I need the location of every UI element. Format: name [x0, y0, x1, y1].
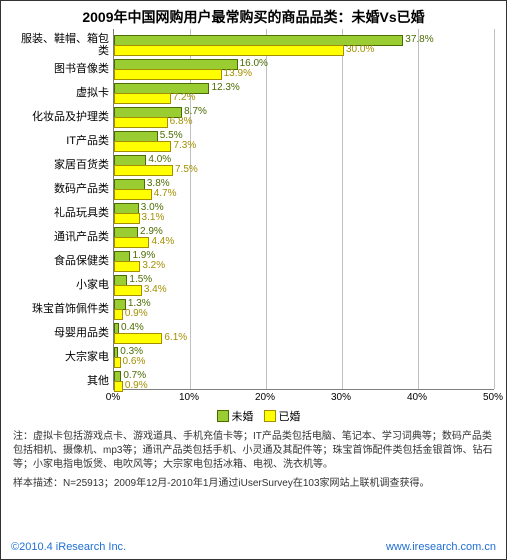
bar-value-label: 0.4% — [121, 323, 144, 333]
gridline — [494, 29, 495, 389]
category-label: 通讯产品类 — [11, 231, 109, 243]
x-tick-label: 20% — [255, 392, 275, 403]
bar-value-label: 3.2% — [142, 261, 165, 271]
category-label: 图书音像类 — [11, 63, 109, 75]
bar-value-label: 6.1% — [164, 333, 187, 343]
x-tick-label: 10% — [179, 392, 199, 403]
bar-已婚 — [114, 189, 152, 200]
gridline — [266, 29, 267, 389]
sample-text: 样本描述：N=25913；2009年12月-2010年1月通过iUserSurv… — [1, 474, 506, 493]
bar-value-label: 3.4% — [144, 285, 167, 295]
gridline — [342, 29, 343, 389]
bar-value-label: 6.8% — [170, 117, 193, 127]
bar-已婚 — [114, 69, 222, 80]
category-label: 礼品玩具类 — [11, 207, 109, 219]
legend-swatch — [264, 410, 276, 422]
category-label: 大宗家电 — [11, 351, 109, 363]
legend-swatch — [217, 410, 229, 422]
category-label: 家居百货类 — [11, 159, 109, 171]
chart-title: 2009年中国网购用户最常购买的商品品类：未婚Vs已婚 — [1, 1, 506, 29]
bar-value-label: 0.9% — [125, 309, 148, 319]
category-labels: 服装、鞋帽、箱包类图书音像类虚拟卡化妆品及护理类 IT产品类家居百货类数码产品类礼… — [9, 29, 113, 389]
category-label: 珠宝首饰佩件类 — [11, 303, 109, 315]
bar-value-label: 13.9% — [224, 69, 252, 79]
notes-text: 注：虚拟卡包括游戏点卡、游戏道具、手机充值卡等；IT产品类包括电脑、笔记本、学习… — [1, 424, 506, 474]
bar-已婚 — [114, 165, 173, 176]
bar-已婚 — [114, 285, 142, 296]
bar-已婚 — [114, 333, 162, 344]
footer-left: ©2010.4 iResearch Inc. — [11, 541, 126, 553]
chart-frame: 2009年中国网购用户最常购买的商品品类：未婚Vs已婚 服装、鞋帽、箱包类图书音… — [0, 0, 507, 560]
category-label: 其他 — [11, 375, 109, 387]
x-tick-label: 50% — [483, 392, 503, 403]
gridline — [418, 29, 419, 389]
x-tick-label: 0% — [106, 392, 120, 403]
category-label: 服装、鞋帽、箱包类 — [11, 33, 109, 57]
category-label: 虚拟卡 — [11, 87, 109, 99]
category-label: 母婴用品类 — [11, 327, 109, 339]
legend-label: 已婚 — [279, 411, 301, 423]
category-label: 数码产品类 — [11, 183, 109, 195]
bar-已婚 — [114, 357, 121, 368]
bar-已婚 — [114, 213, 140, 224]
bar-value-label: 12.3% — [211, 83, 239, 93]
plot-area: 37.8%30.0%16.0%13.9%12.3%7.2%8.7%6.8%5.5… — [113, 29, 494, 390]
category-label: 化妆品及护理类 — [11, 111, 109, 123]
bar-已婚 — [114, 141, 171, 152]
legend: 未婚 已婚 — [9, 404, 498, 424]
x-tick-label: 40% — [407, 392, 427, 403]
category-label: 小家电 — [11, 279, 109, 291]
bar-value-label: 7.2% — [173, 93, 196, 103]
bar-已婚 — [114, 261, 140, 272]
bar-value-label: 30.0% — [346, 45, 374, 55]
category-label: IT产品类 — [11, 135, 109, 147]
bar-value-label: 7.5% — [175, 165, 198, 175]
bar-已婚 — [114, 237, 149, 248]
bar-value-label: 4.7% — [154, 189, 177, 199]
bar-value-label: 0.6% — [123, 357, 146, 367]
legend-label: 未婚 — [232, 411, 254, 423]
bar-value-label: 3.1% — [142, 213, 165, 223]
bar-已婚 — [114, 93, 171, 104]
x-axis-ticks: 0%10%20%30%40%50% — [113, 390, 493, 404]
bar-已婚 — [114, 117, 168, 128]
bar-value-label: 4.0% — [148, 155, 171, 165]
footer-right: www.iresearch.com.cn — [386, 541, 496, 553]
bar-value-label: 37.8% — [405, 35, 433, 45]
x-tick-label: 30% — [331, 392, 351, 403]
chart-area: 服装、鞋帽、箱包类图书音像类虚拟卡化妆品及护理类 IT产品类家居百货类数码产品类礼… — [9, 29, 498, 424]
category-label: 食品保健类 — [11, 255, 109, 267]
bar-value-label: 7.3% — [173, 141, 196, 151]
bar-value-label: 4.4% — [151, 237, 174, 247]
bar-已婚 — [114, 309, 123, 320]
bar-已婚 — [114, 45, 344, 56]
